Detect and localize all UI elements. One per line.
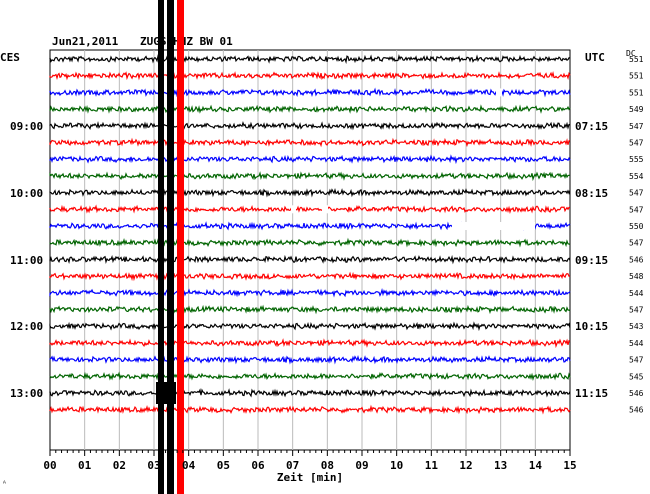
x-axis-tick-label: 01 [78,459,92,472]
dc-value: 545 [629,372,644,381]
x-axis-tick-label: 10 [390,459,403,472]
seismogram-trace [49,104,571,114]
right-time-label: 09:15 [575,254,608,267]
dc-value: 543 [629,322,644,331]
event-band [158,0,164,494]
seismogram-trace [49,87,571,98]
dc-value: 551 [629,88,644,97]
trace-gap [496,88,502,97]
dc-value: 547 [629,239,644,248]
station-label: ZUGS HHZ BW 01 [140,35,233,48]
dc-value: 551 [629,55,644,64]
dc-value: 544 [629,339,644,348]
trace-gap [291,205,296,214]
x-axis-tick-label: 12 [459,459,472,472]
seismogram-trace [49,187,571,198]
x-axis-tick-label: 08 [321,459,334,472]
left-time-label: 12:00 [10,320,43,333]
dc-label: DC [626,49,636,58]
dc-value: 547 [629,189,644,198]
dc-value: 550 [629,222,644,231]
left-timezone-label: CES [0,51,20,64]
left-time-label: 11:00 [10,254,43,267]
left-time-label: 10:00 [10,187,43,200]
dc-value: 551 [629,72,644,81]
x-axis-tick-label: 02 [113,459,126,472]
seismogram-trace [49,137,571,148]
seismogram-trace [49,71,571,81]
seismogram-trace [49,371,571,382]
dc-value: 547 [629,205,644,214]
x-axis-label: Zeit [min] [277,471,343,484]
dc-value: 547 [629,139,644,148]
dc-value: 546 [629,406,644,415]
right-time-label: 10:15 [575,320,608,333]
seismogram-trace [49,338,571,349]
seismogram-trace [49,288,571,298]
trace-gap [452,222,535,230]
x-axis-tick-label: 13 [494,459,507,472]
seismogram-traces [49,54,571,415]
dc-value: 547 [629,122,644,131]
right-time-label: 07:15 [575,120,608,133]
dc-value: 555 [629,155,644,164]
event-band [167,0,174,494]
left-time-label: 09:00 [10,120,43,133]
dc-value: 544 [629,289,644,298]
seismogram-trace [49,271,571,282]
right-time-label: 08:15 [575,187,608,200]
x-axis-tick-label: 03 [147,459,160,472]
dc-value: 549 [629,105,644,114]
dc-value: 546 [629,255,644,264]
seismogram-trace [49,321,571,332]
dc-value: 546 [629,389,644,398]
trace-gap [322,205,328,214]
seismogram-trace [49,254,571,265]
dc-value: 548 [629,272,644,281]
seismogram-trace [49,237,571,248]
dc-values-column: 551 551 551 549 547 547 555 554 547 547 550 547 546 5… [629,55,644,415]
x-axis-tick-label: 04 [182,459,196,472]
left-time-label: 13:00 [10,387,43,400]
right-timezone-label: UTC [585,51,605,64]
dc-value: 547 [629,356,644,365]
event-burst [156,382,176,404]
earthquake-event-overlay [156,0,184,494]
seismogram-trace [49,171,571,182]
x-axis-tick-label: 11 [425,459,439,472]
plot-grid [49,49,571,451]
seismogram-trace [49,121,571,131]
seismogram-trace [49,304,571,315]
x-axis-tick-label: 05 [217,459,230,472]
seismogram-trace [49,204,570,215]
seismogram-trace [49,388,571,398]
dc-value: 554 [629,172,644,181]
x-axis: 00 01 02 03 04 05 06 07 08 09 10 11 12 13 14 15 [43,450,577,472]
x-axis-tick-label: 09 [355,459,368,472]
x-axis-tick-label: 06 [251,459,265,472]
seismogram-trace [49,54,571,65]
right-time-label: 11:15 [575,387,608,400]
x-axis-tick-label: 14 [529,459,543,472]
seismogram-trace [49,404,571,415]
seismogram-trace [49,154,571,165]
corner-mark: ᴬ [2,479,7,488]
x-axis-tick-label: 00 [43,459,56,472]
seismogram-trace [49,354,571,365]
x-axis-tick-label: 07 [286,459,299,472]
date-label: Jun21,2011 [52,35,119,48]
dc-value: 547 [629,306,644,315]
x-axis-tick-label: 15 [563,459,576,472]
event-band [177,0,184,494]
